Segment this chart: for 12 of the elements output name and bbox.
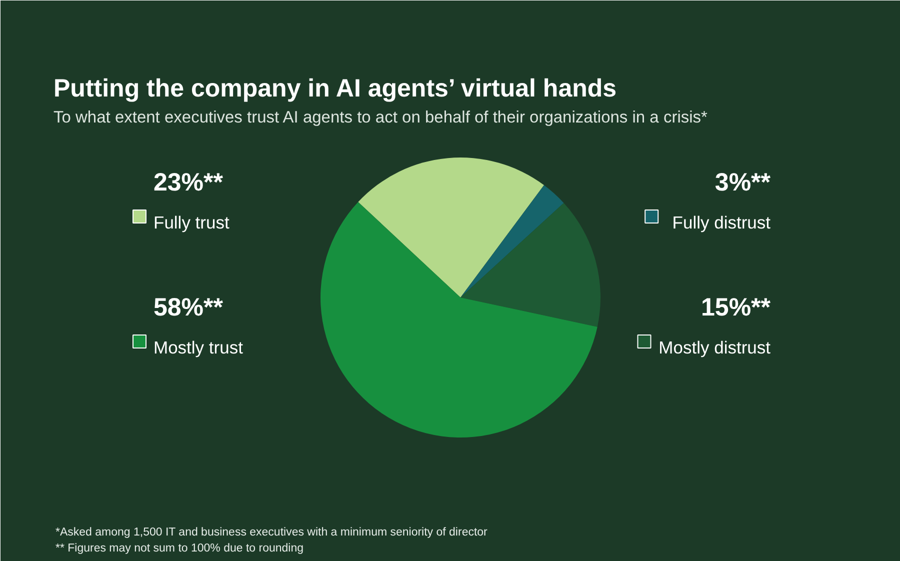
chart-title: Putting the company in AI agents’ virtual hands bbox=[54, 74, 617, 102]
legend-label: Mostly trust bbox=[154, 338, 244, 358]
data-label: 15%** bbox=[701, 294, 771, 322]
legend-label: Fully trust bbox=[154, 212, 230, 232]
legend-label: Fully distrust bbox=[672, 212, 771, 232]
text: *Asked among 1,500 IT and business executives with a minimum seniority of director bbox=[56, 526, 488, 538]
legend-label: Mostly distrust bbox=[658, 338, 771, 358]
chart-subtitle: To what extent executives trust AI agents to act on behalf of their organizations in a crisis* bbox=[54, 108, 708, 126]
data-label: 58%** bbox=[154, 294, 224, 322]
text: ** Figures may not sum to 100% due to rounding bbox=[56, 542, 304, 554]
data-label: 3%** bbox=[714, 168, 771, 196]
data-label: 23%** bbox=[154, 168, 224, 196]
